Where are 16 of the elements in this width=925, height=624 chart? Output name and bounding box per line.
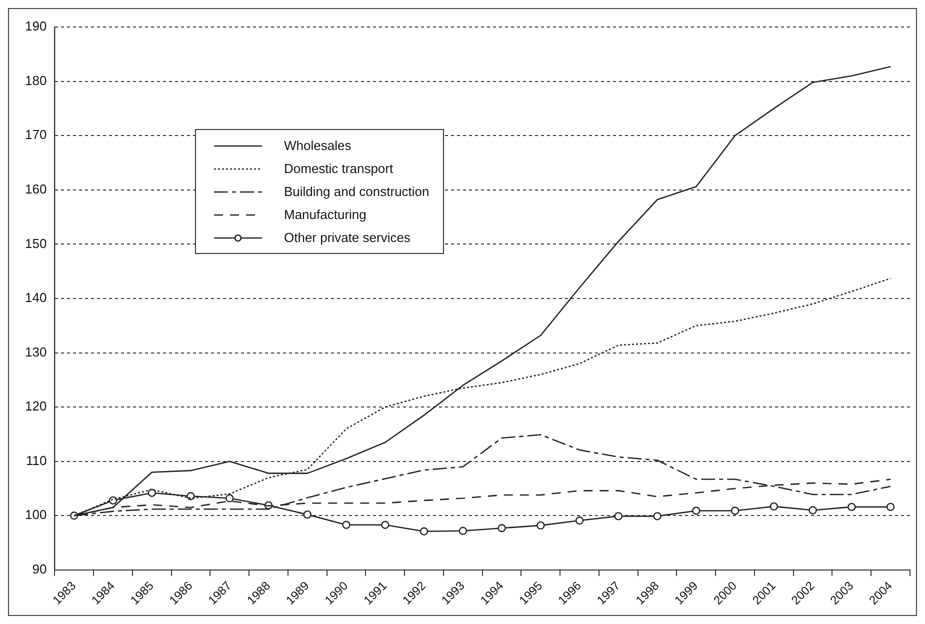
- y-tick-label: 100: [24, 507, 47, 522]
- y-tick-label: 120: [24, 398, 47, 414]
- y-tick-label: 140: [24, 290, 47, 306]
- legend-label: Wholesales: [284, 138, 352, 153]
- legend-label: Building and construction: [284, 184, 430, 199]
- y-tick-label: 110: [26, 452, 47, 468]
- y-tick-label: 170: [24, 127, 47, 142]
- y-tick-label: 190: [24, 18, 47, 34]
- y-tick-label: 180: [24, 72, 47, 88]
- y-tick-label: 90: [32, 562, 47, 577]
- y-tick-label: 160: [24, 181, 47, 196]
- legend-label: Manufacturing: [284, 207, 366, 222]
- y-tick-label: 130: [24, 344, 47, 360]
- y-tick-label: 150: [24, 236, 47, 251]
- legend-label: Other private services: [284, 230, 410, 245]
- legend-label: Domestic transport: [284, 161, 394, 176]
